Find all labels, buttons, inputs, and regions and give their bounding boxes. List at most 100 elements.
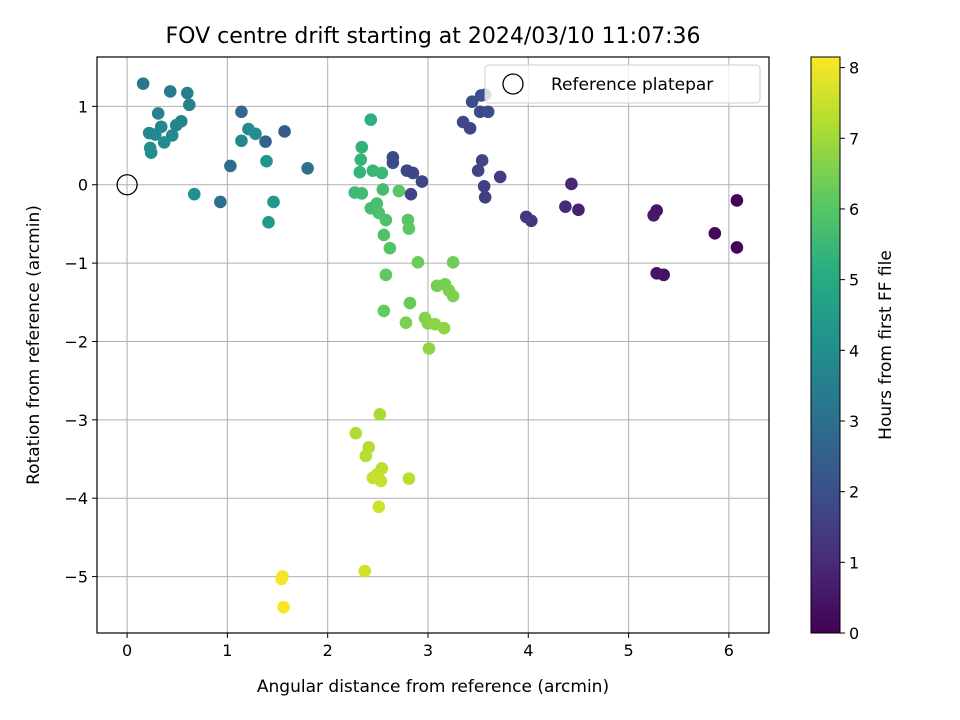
data-point (275, 572, 288, 586)
y-tick-label: −2 (64, 332, 88, 351)
colorbar-tick-label: 1 (849, 553, 859, 572)
data-point (493, 170, 507, 184)
y-tick-label: −5 (64, 568, 88, 587)
data-point (404, 187, 418, 201)
colorbar-tick-label: 3 (849, 412, 859, 431)
data-point (148, 128, 162, 141)
chart-title: FOV centre drift starting at 2024/03/10 … (166, 24, 701, 49)
data-point (358, 564, 372, 578)
x-tick-label: 5 (623, 641, 633, 660)
data-point (364, 113, 378, 126)
data-point (349, 426, 363, 440)
data-point (383, 241, 397, 255)
x-tick-label: 0 (122, 641, 132, 660)
data-point (708, 227, 722, 240)
data-point (169, 118, 183, 132)
data-point (262, 216, 275, 229)
data-point (355, 187, 369, 200)
data-point (260, 154, 273, 168)
data-point (730, 194, 744, 207)
data-point (647, 209, 660, 222)
data-point (437, 321, 451, 335)
data-point (519, 210, 533, 224)
data-point (446, 256, 460, 269)
data-point (422, 342, 436, 355)
data-point (157, 136, 171, 149)
data-point (392, 184, 406, 198)
data-point (565, 177, 578, 191)
data-point (478, 190, 492, 204)
x-tick-label: 2 (323, 641, 333, 660)
colorbar-tick-label: 8 (849, 59, 859, 78)
legend-entry: Reference platepar (551, 75, 713, 95)
data-point (235, 105, 248, 119)
data-point (456, 115, 470, 129)
y-tick-label: 1 (78, 97, 88, 116)
data-point (376, 183, 390, 196)
y-tick-label: −4 (64, 489, 88, 508)
data-point (481, 105, 495, 119)
data-point (572, 203, 585, 217)
data-point (180, 86, 194, 100)
data-points (136, 77, 744, 614)
y-tick-label: −1 (64, 254, 88, 273)
data-point (187, 187, 201, 201)
colorbar-tick-label: 6 (849, 200, 859, 219)
data-point (402, 222, 416, 235)
data-point (370, 197, 384, 210)
data-point (379, 268, 393, 282)
data-point (446, 289, 460, 303)
reference-marker (116, 174, 138, 196)
y-axis-label: Rotation from reference (arcmin) (24, 205, 44, 485)
legend-marker-circle-icon (502, 73, 524, 95)
data-point (399, 316, 413, 329)
data-point (353, 165, 367, 179)
data-point (249, 127, 262, 141)
colorbar-label: Hours from first FF file (876, 250, 896, 440)
data-point (477, 180, 491, 193)
legend: Reference platepar (484, 64, 761, 104)
colorbar-tick-label: 7 (849, 129, 859, 148)
data-point (377, 304, 391, 318)
data-point (355, 140, 369, 154)
data-point (650, 266, 663, 280)
data-point (559, 200, 572, 213)
data-point (267, 195, 280, 209)
colorbar-tick-label: 5 (849, 271, 859, 290)
data-point (259, 135, 272, 148)
x-axis-ticks: 0 1 2 3 4 5 6 (122, 633, 734, 660)
data-point (471, 164, 485, 177)
data-point (475, 154, 489, 167)
data-point (374, 474, 388, 488)
legend-box (484, 64, 761, 104)
data-point (144, 146, 158, 159)
data-point (235, 134, 248, 148)
y-axis-ticks: −5 −4 −3 −2 −1 0 1 (64, 97, 97, 587)
data-point (136, 77, 150, 90)
data-point (403, 296, 417, 310)
data-point (151, 107, 165, 120)
colorbar-tick-label: 2 (849, 483, 859, 502)
data-point (163, 85, 177, 98)
grid-lines (97, 57, 769, 633)
colorbar: 0 1 2 3 4 5 6 7 8 Hours from first FF file (810, 56, 896, 643)
colorbar-ticks: 0 1 2 3 4 5 6 7 8 (840, 59, 859, 643)
data-point (372, 500, 386, 514)
colorbar-gradient (810, 56, 841, 634)
x-axis-label: Angular distance from reference (arcmin) (257, 677, 609, 697)
data-point (214, 195, 227, 209)
data-point (278, 125, 291, 138)
x-tick-label: 6 (724, 641, 734, 660)
data-point (377, 228, 391, 242)
colorbar-tick-label: 4 (849, 341, 859, 360)
data-point (301, 161, 314, 175)
data-point (465, 95, 479, 108)
data-point (224, 159, 237, 173)
colorbar-tick-label: 0 (849, 624, 859, 643)
data-point (373, 408, 387, 421)
data-point (359, 449, 373, 463)
data-point (182, 98, 196, 112)
y-tick-label: −3 (64, 411, 88, 430)
reference-platepar-marker (116, 174, 138, 196)
data-point (277, 600, 290, 614)
